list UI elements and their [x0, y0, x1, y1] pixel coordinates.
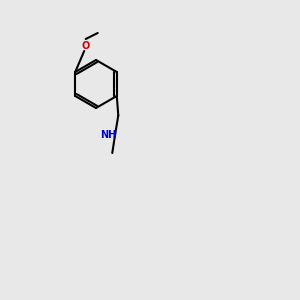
Text: NH: NH	[100, 130, 116, 140]
Text: O: O	[82, 41, 90, 52]
